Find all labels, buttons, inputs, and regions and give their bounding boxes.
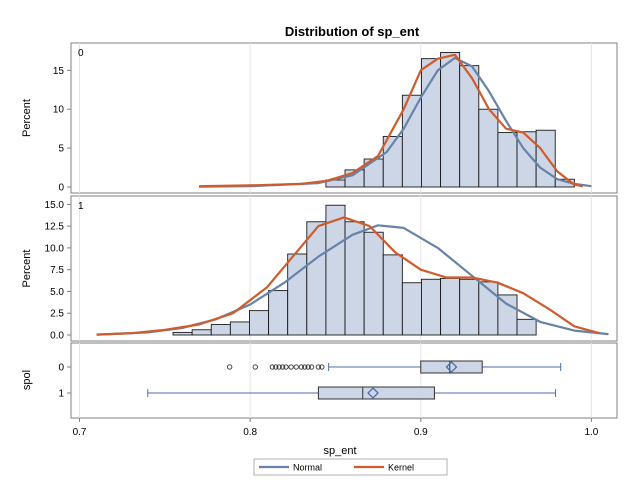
category-tick-label: 0 [58,363,64,374]
outlier-point [298,364,304,370]
category-tick-label: 1 [58,389,64,400]
outlier-point [315,364,322,370]
boxplot-y-axis-label: spol [21,370,33,390]
y-tick-label: 0 [58,183,64,194]
kernel-density-curve [198,53,584,188]
y-tick-label: 10.0 [45,243,65,254]
y-tick-label: 5.0 [50,287,64,298]
histogram-bar [325,204,346,336]
histogram-bar [382,254,403,336]
outlier-point [293,364,299,370]
outlier-point [308,364,315,370]
x-tick-label: 0.7 [73,427,87,438]
outlier-point [305,364,311,370]
histogram-bar [287,253,308,336]
y-tick-label: 15 [53,66,65,77]
y-tick-label: 7.5 [50,265,64,276]
legend-label-kernel: Kernel [388,463,414,473]
chart-title: Distribution of sp_ent [285,24,420,39]
histogram-bar [497,132,518,188]
histogram-bar [535,129,556,188]
histogram-bar [440,277,461,336]
panel-label: 1 [78,201,84,212]
histogram-bar [516,318,537,336]
y-axis-label: Percent [21,99,33,137]
histogram-bar [191,329,212,336]
x-axis-label: sp_ent [323,445,356,457]
y-tick-label: 2.5 [50,309,64,320]
y-axis-label: Percent [21,250,33,288]
histogram-bar [172,331,193,336]
outlier-point [273,364,279,370]
outlier-point [269,364,275,370]
legend-frame [253,458,448,476]
y-tick-label: 0.0 [50,331,64,342]
histogram-bar [497,294,518,336]
outlier-point [227,364,233,370]
outlier-point [279,364,286,370]
mean-marker [445,361,458,373]
histogram-bar [421,278,442,336]
x-tick-label: 1.0 [584,427,598,438]
y-tick-label: 5 [58,144,64,155]
outlier-point [276,364,282,370]
outlier-point [302,364,308,370]
iqr-box [317,386,435,400]
y-tick-label: 15.0 [45,200,65,211]
histogram-bar [421,58,442,188]
kernel-density-curve [96,216,601,336]
x-tick-label: 0.9 [414,427,428,438]
outlier-point [288,364,294,370]
iqr-box [420,360,483,374]
histogram-bar [249,310,270,336]
histogram-bar [459,278,480,336]
histogram-bar [268,290,289,336]
panel-label: 0 [78,48,84,59]
histogram-bar [229,321,250,336]
histogram-bar [363,231,384,336]
histogram-bar [210,324,231,336]
legend-label-normal: Normal [293,463,322,473]
outlier-point [319,364,325,370]
y-tick-label: 12.5 [45,222,65,233]
outlier-point [252,364,258,370]
legend: Normal Kernel [253,458,448,476]
histogram-bar [306,221,327,336]
normal-density-curve [198,56,592,188]
boxplot-panel-frame [70,342,618,419]
plot-area: 051015Percent00.02.55.07.510.012.515.0Pe… [21,42,618,438]
x-tick-label: 0.8 [243,427,257,438]
mean-marker [367,387,379,399]
outlier-point [283,364,289,370]
y-tick-label: 10 [53,105,65,116]
histogram-bar [401,94,422,188]
histogram-bar [440,51,461,188]
histogram-bar [401,282,422,336]
histogram-bar [478,108,499,188]
